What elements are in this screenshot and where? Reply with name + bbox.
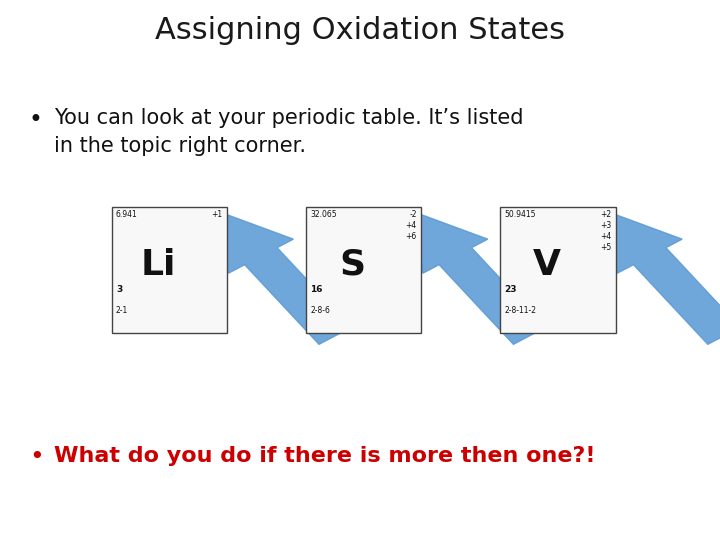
Text: What do you do if there is more then one?!: What do you do if there is more then one… [54, 446, 595, 465]
FancyArrow shape [220, 212, 351, 345]
Text: •: • [29, 108, 42, 132]
FancyBboxPatch shape [500, 206, 616, 333]
FancyArrow shape [414, 212, 546, 345]
Text: 2-1: 2-1 [116, 306, 128, 314]
Text: -2
+4
+6: -2 +4 +6 [405, 211, 417, 241]
Text: 23: 23 [505, 285, 517, 294]
Text: Assigning Oxidation States: Assigning Oxidation States [155, 16, 565, 45]
Text: Li: Li [140, 248, 176, 281]
Text: V: V [534, 248, 561, 281]
Text: 50.9415: 50.9415 [505, 211, 536, 219]
FancyBboxPatch shape [306, 206, 421, 333]
Text: 6.941: 6.941 [116, 211, 138, 219]
Text: 3: 3 [116, 285, 122, 294]
FancyArrow shape [608, 212, 720, 345]
Text: +2
+3
+4
+5: +2 +3 +4 +5 [600, 211, 611, 252]
Text: S: S [340, 248, 366, 281]
FancyBboxPatch shape [112, 206, 227, 333]
Text: •: • [29, 446, 43, 469]
Text: 2-8-6: 2-8-6 [310, 306, 330, 314]
Text: You can look at your periodic table. It’s listed
in the topic right corner.: You can look at your periodic table. It’… [54, 108, 523, 156]
Text: 2-8-11-2: 2-8-11-2 [505, 306, 536, 314]
Text: 32.065: 32.065 [310, 211, 337, 219]
Text: 16: 16 [310, 285, 323, 294]
Text: +1: +1 [212, 211, 222, 219]
